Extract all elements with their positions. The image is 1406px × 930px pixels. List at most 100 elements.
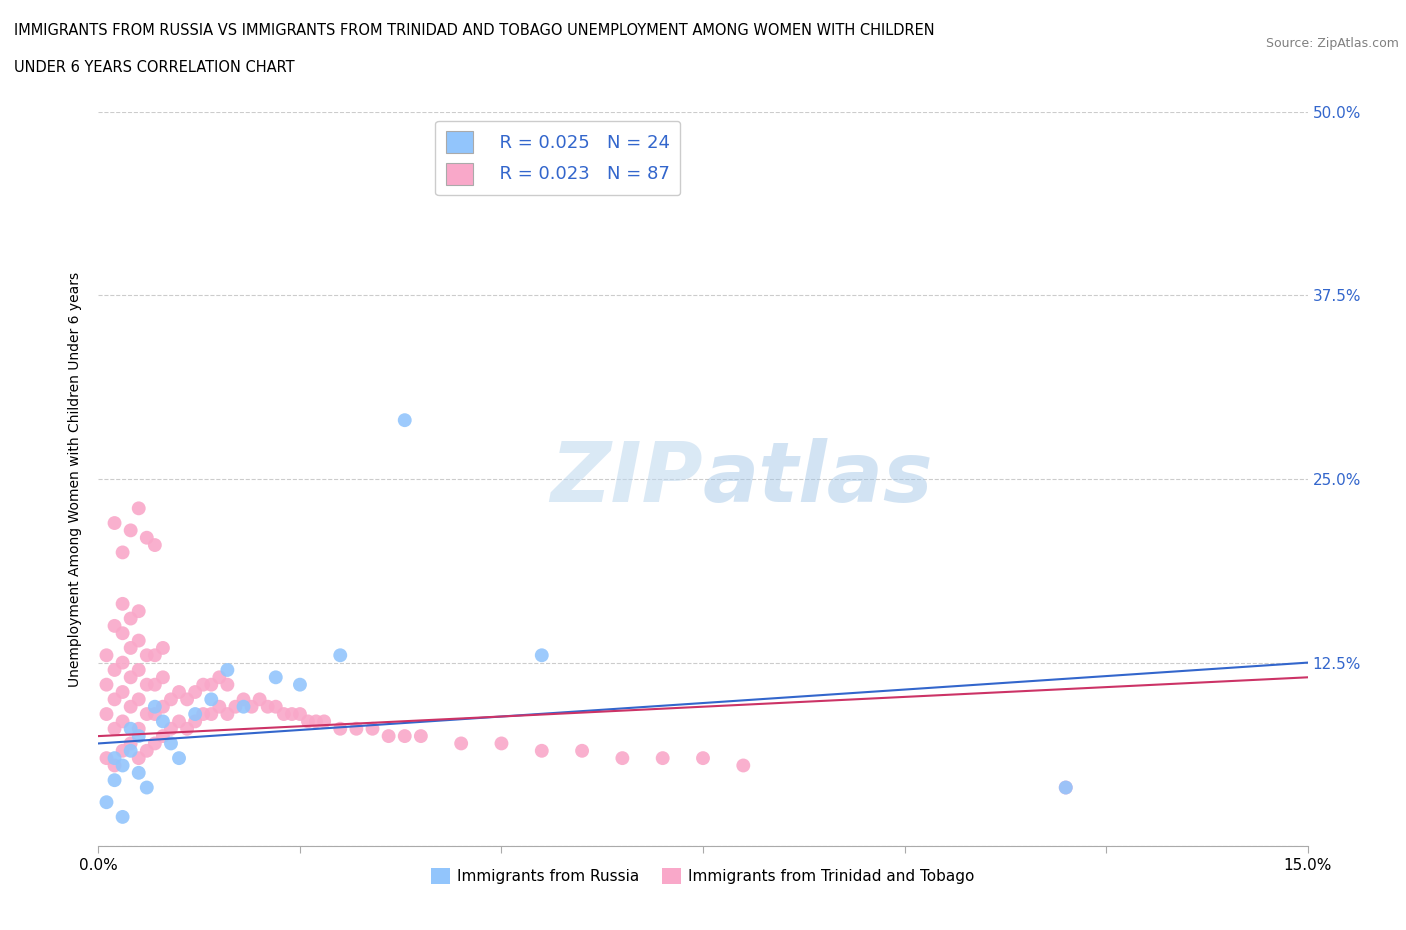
Point bbox=[288, 707, 311, 722]
Point bbox=[120, 699, 142, 714]
Point bbox=[103, 692, 125, 707]
Point bbox=[232, 699, 254, 714]
Point bbox=[160, 692, 183, 707]
Point bbox=[184, 714, 207, 729]
Text: ZIP: ZIP bbox=[550, 438, 703, 520]
Point bbox=[394, 413, 416, 428]
Point bbox=[249, 692, 271, 707]
Point bbox=[450, 736, 472, 751]
Point bbox=[143, 648, 166, 663]
Point bbox=[200, 692, 222, 707]
Point bbox=[103, 773, 125, 788]
Point bbox=[217, 677, 239, 692]
Point bbox=[120, 611, 142, 626]
Point bbox=[184, 684, 207, 699]
Legend: Immigrants from Russia, Immigrants from Trinidad and Tobago: Immigrants from Russia, Immigrants from … bbox=[425, 862, 981, 890]
Point bbox=[193, 707, 215, 722]
Point bbox=[256, 699, 278, 714]
Point bbox=[143, 699, 166, 714]
Point bbox=[160, 722, 183, 737]
Point bbox=[143, 538, 166, 552]
Point bbox=[200, 677, 222, 692]
Point bbox=[96, 795, 118, 810]
Point bbox=[167, 751, 190, 765]
Point bbox=[409, 729, 432, 744]
Point bbox=[103, 758, 125, 773]
Point bbox=[273, 707, 295, 722]
Point bbox=[111, 714, 134, 729]
Point bbox=[128, 501, 150, 516]
Point bbox=[167, 714, 190, 729]
Point bbox=[208, 670, 231, 684]
Point bbox=[394, 729, 416, 744]
Point bbox=[224, 699, 246, 714]
Point bbox=[152, 670, 174, 684]
Point bbox=[217, 707, 239, 722]
Point bbox=[344, 722, 367, 737]
Point bbox=[530, 648, 553, 663]
Point bbox=[111, 545, 134, 560]
Point bbox=[692, 751, 714, 765]
Point bbox=[651, 751, 673, 765]
Point bbox=[120, 523, 142, 538]
Point bbox=[733, 758, 755, 773]
Point bbox=[111, 758, 134, 773]
Point bbox=[135, 648, 157, 663]
Point bbox=[96, 707, 118, 722]
Point bbox=[314, 714, 336, 729]
Point bbox=[120, 641, 142, 656]
Point bbox=[297, 714, 319, 729]
Point bbox=[152, 714, 174, 729]
Point bbox=[217, 662, 239, 677]
Text: atlas: atlas bbox=[703, 438, 934, 520]
Text: IMMIGRANTS FROM RUSSIA VS IMMIGRANTS FROM TRINIDAD AND TOBAGO UNEMPLOYMENT AMONG: IMMIGRANTS FROM RUSSIA VS IMMIGRANTS FRO… bbox=[14, 23, 935, 38]
Y-axis label: Unemployment Among Women with Children Under 6 years: Unemployment Among Women with Children U… bbox=[69, 272, 83, 686]
Point bbox=[491, 736, 513, 751]
Point bbox=[128, 692, 150, 707]
Point bbox=[184, 707, 207, 722]
Point bbox=[128, 604, 150, 618]
Point bbox=[329, 722, 352, 737]
Point bbox=[128, 633, 150, 648]
Point bbox=[143, 677, 166, 692]
Point bbox=[96, 648, 118, 663]
Point bbox=[160, 736, 183, 751]
Point bbox=[135, 707, 157, 722]
Point bbox=[152, 699, 174, 714]
Point bbox=[128, 662, 150, 677]
Point bbox=[111, 656, 134, 671]
Point bbox=[152, 729, 174, 744]
Point bbox=[103, 722, 125, 737]
Point bbox=[208, 699, 231, 714]
Point bbox=[120, 736, 142, 751]
Point bbox=[167, 684, 190, 699]
Point bbox=[264, 699, 287, 714]
Point bbox=[288, 677, 311, 692]
Point bbox=[176, 692, 198, 707]
Point bbox=[96, 677, 118, 692]
Point bbox=[377, 729, 399, 744]
Text: Source: ZipAtlas.com: Source: ZipAtlas.com bbox=[1265, 37, 1399, 50]
Point bbox=[111, 743, 134, 758]
Point bbox=[361, 722, 384, 737]
Point bbox=[111, 684, 134, 699]
Point bbox=[103, 751, 125, 765]
Point bbox=[120, 722, 142, 737]
Point bbox=[152, 641, 174, 656]
Point bbox=[128, 722, 150, 737]
Point bbox=[281, 707, 304, 722]
Point bbox=[530, 743, 553, 758]
Point bbox=[103, 515, 125, 530]
Point bbox=[305, 714, 328, 729]
Point bbox=[103, 662, 125, 677]
Point bbox=[135, 743, 157, 758]
Text: UNDER 6 YEARS CORRELATION CHART: UNDER 6 YEARS CORRELATION CHART bbox=[14, 60, 295, 75]
Point bbox=[128, 751, 150, 765]
Point bbox=[135, 677, 157, 692]
Point bbox=[135, 780, 157, 795]
Point bbox=[120, 670, 142, 684]
Point bbox=[264, 670, 287, 684]
Point bbox=[143, 736, 166, 751]
Point bbox=[111, 596, 134, 611]
Point bbox=[103, 618, 125, 633]
